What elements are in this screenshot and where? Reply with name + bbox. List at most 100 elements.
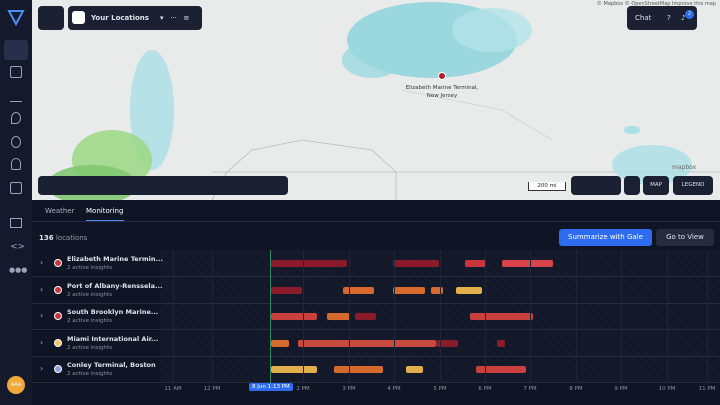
avatar[interactable]: AAA (7, 376, 25, 394)
insight-bar[interactable] (271, 260, 347, 267)
logo (7, 10, 25, 26)
bell[interactable]: ♪ (681, 14, 686, 22)
grid-line (303, 250, 304, 383)
insight-bar[interactable] (502, 260, 553, 267)
location-sub: 2 active insights (67, 371, 113, 377)
time-label: 7 PM (523, 386, 537, 392)
location-sub: 2 active insights (67, 344, 113, 351)
count-label: locations (55, 234, 88, 242)
grid-line (394, 250, 395, 383)
row-toggle[interactable]: › (40, 258, 44, 267)
row-divider (32, 302, 720, 304)
location-sub: 2 active insights (67, 265, 113, 271)
row-toggle[interactable]: › (40, 284, 44, 294)
row-divider (32, 382, 720, 383)
insight-bar[interactable] (327, 313, 350, 320)
sidebar: <> ●●● AAA (0, 0, 32, 405)
insight-bar[interactable] (456, 286, 482, 294)
nav-trends[interactable] (10, 90, 22, 102)
insight-bar[interactable] (431, 286, 443, 294)
nav-locations[interactable] (11, 112, 21, 124)
time-label: 4 PM (387, 386, 401, 392)
time-label: 6 PM (478, 386, 492, 392)
status-dot (54, 312, 62, 320)
nav-map[interactable] (4, 40, 28, 60)
insight-bar[interactable] (470, 313, 533, 320)
notification-badge: 2 (685, 10, 694, 19)
tab-active[interactable]: Monitoring (86, 207, 124, 221)
row-divider (32, 276, 720, 277)
row-divider (32, 329, 720, 330)
insight-bar[interactable] (436, 339, 458, 347)
help[interactable]: ? (667, 14, 671, 22)
row-toggle[interactable]: › (40, 311, 44, 320)
time-label: 10 PM (658, 386, 676, 392)
insight-bar[interactable] (271, 286, 302, 294)
insight-bar[interactable] (406, 366, 423, 373)
scale-bar: 200 mi (528, 182, 566, 191)
location-name[interactable]: Elizabeth Marine Termin... (67, 255, 163, 263)
locations-menu-label: Your Locations (91, 14, 149, 22)
nav-more[interactable]: ●●● (9, 266, 28, 274)
pin-label: Elizabeth Marine Terminal, New Jersey (392, 84, 492, 100)
row-divider (32, 355, 720, 357)
insight-bar[interactable] (343, 286, 374, 294)
location-count: 136 locations (39, 234, 87, 242)
insight-bar[interactable] (393, 260, 439, 267)
time-label: 5 PM (433, 386, 447, 392)
time-label: 2 PM (296, 386, 310, 392)
insight-bar[interactable] (476, 366, 526, 373)
summarize-button[interactable]: Summarize with Gale (559, 229, 652, 246)
location-sub: 2 active insights (67, 291, 113, 298)
insight-bar[interactable] (465, 260, 486, 267)
location-name[interactable]: Port of Albany-Renssela... (67, 281, 163, 290)
insight-bar[interactable] (271, 339, 289, 347)
row-toggle[interactable]: › (40, 364, 44, 373)
grid-line (621, 250, 622, 383)
locations-menu[interactable]: Your Locations ▾ ··· ≡ (68, 6, 202, 30)
location-name[interactable]: South Brooklyn Marine... (67, 308, 159, 316)
grid-line (485, 250, 486, 383)
insight-bar[interactable] (298, 339, 436, 347)
attribution: © Mapbox © OpenStreetMap Improve this ma… (596, 1, 716, 7)
insight-bar[interactable] (355, 313, 376, 320)
chat-button[interactable]: Chat (635, 14, 652, 22)
grid-line (440, 250, 441, 383)
nav-insights[interactable] (11, 136, 21, 148)
insight-bar[interactable] (271, 366, 317, 373)
nav-home[interactable] (10, 218, 22, 228)
time-label: 3 PM (342, 386, 356, 392)
grid-line (707, 250, 708, 383)
status-dot (54, 338, 62, 347)
divider (32, 221, 720, 222)
nav-notes[interactable] (10, 182, 22, 194)
status-dot (54, 365, 62, 373)
screenshot[interactable] (624, 176, 640, 195)
location-name[interactable]: Conley Terminal, Boston (67, 361, 156, 369)
nav-reports[interactable] (10, 66, 22, 78)
locations-icon (72, 11, 85, 24)
pin-label-line: Elizabeth Marine Terminal, (405, 85, 479, 91)
radar-layer (47, 2, 720, 200)
row-toggle[interactable]: › (40, 337, 44, 347)
insight-bar[interactable] (497, 339, 505, 347)
more[interactable]: ▾ ··· ≡ (160, 14, 190, 22)
count: 136 (39, 234, 54, 242)
go-to-view-button[interactable]: Go to View (656, 229, 714, 246)
grid-line (667, 250, 668, 383)
insight-bar[interactable] (393, 286, 425, 294)
location-sub: 2 active insights (67, 318, 113, 324)
location-name[interactable]: Miami International Air... (67, 334, 159, 343)
insight-bar[interactable] (334, 366, 383, 373)
tab[interactable]: Weather (45, 207, 75, 215)
nav-code[interactable]: <> (10, 242, 26, 252)
time-label: 11 AM (164, 386, 182, 392)
nav-alerts[interactable] (11, 158, 21, 170)
panel-toggle[interactable] (38, 6, 64, 30)
time-label: 8 PM (569, 386, 583, 392)
map-button[interactable]: MAP (643, 176, 669, 195)
insight-bar[interactable] (271, 313, 317, 320)
legend-button[interactable]: LEGEND (673, 176, 713, 195)
mapbox-logo: mapbox (672, 164, 697, 171)
